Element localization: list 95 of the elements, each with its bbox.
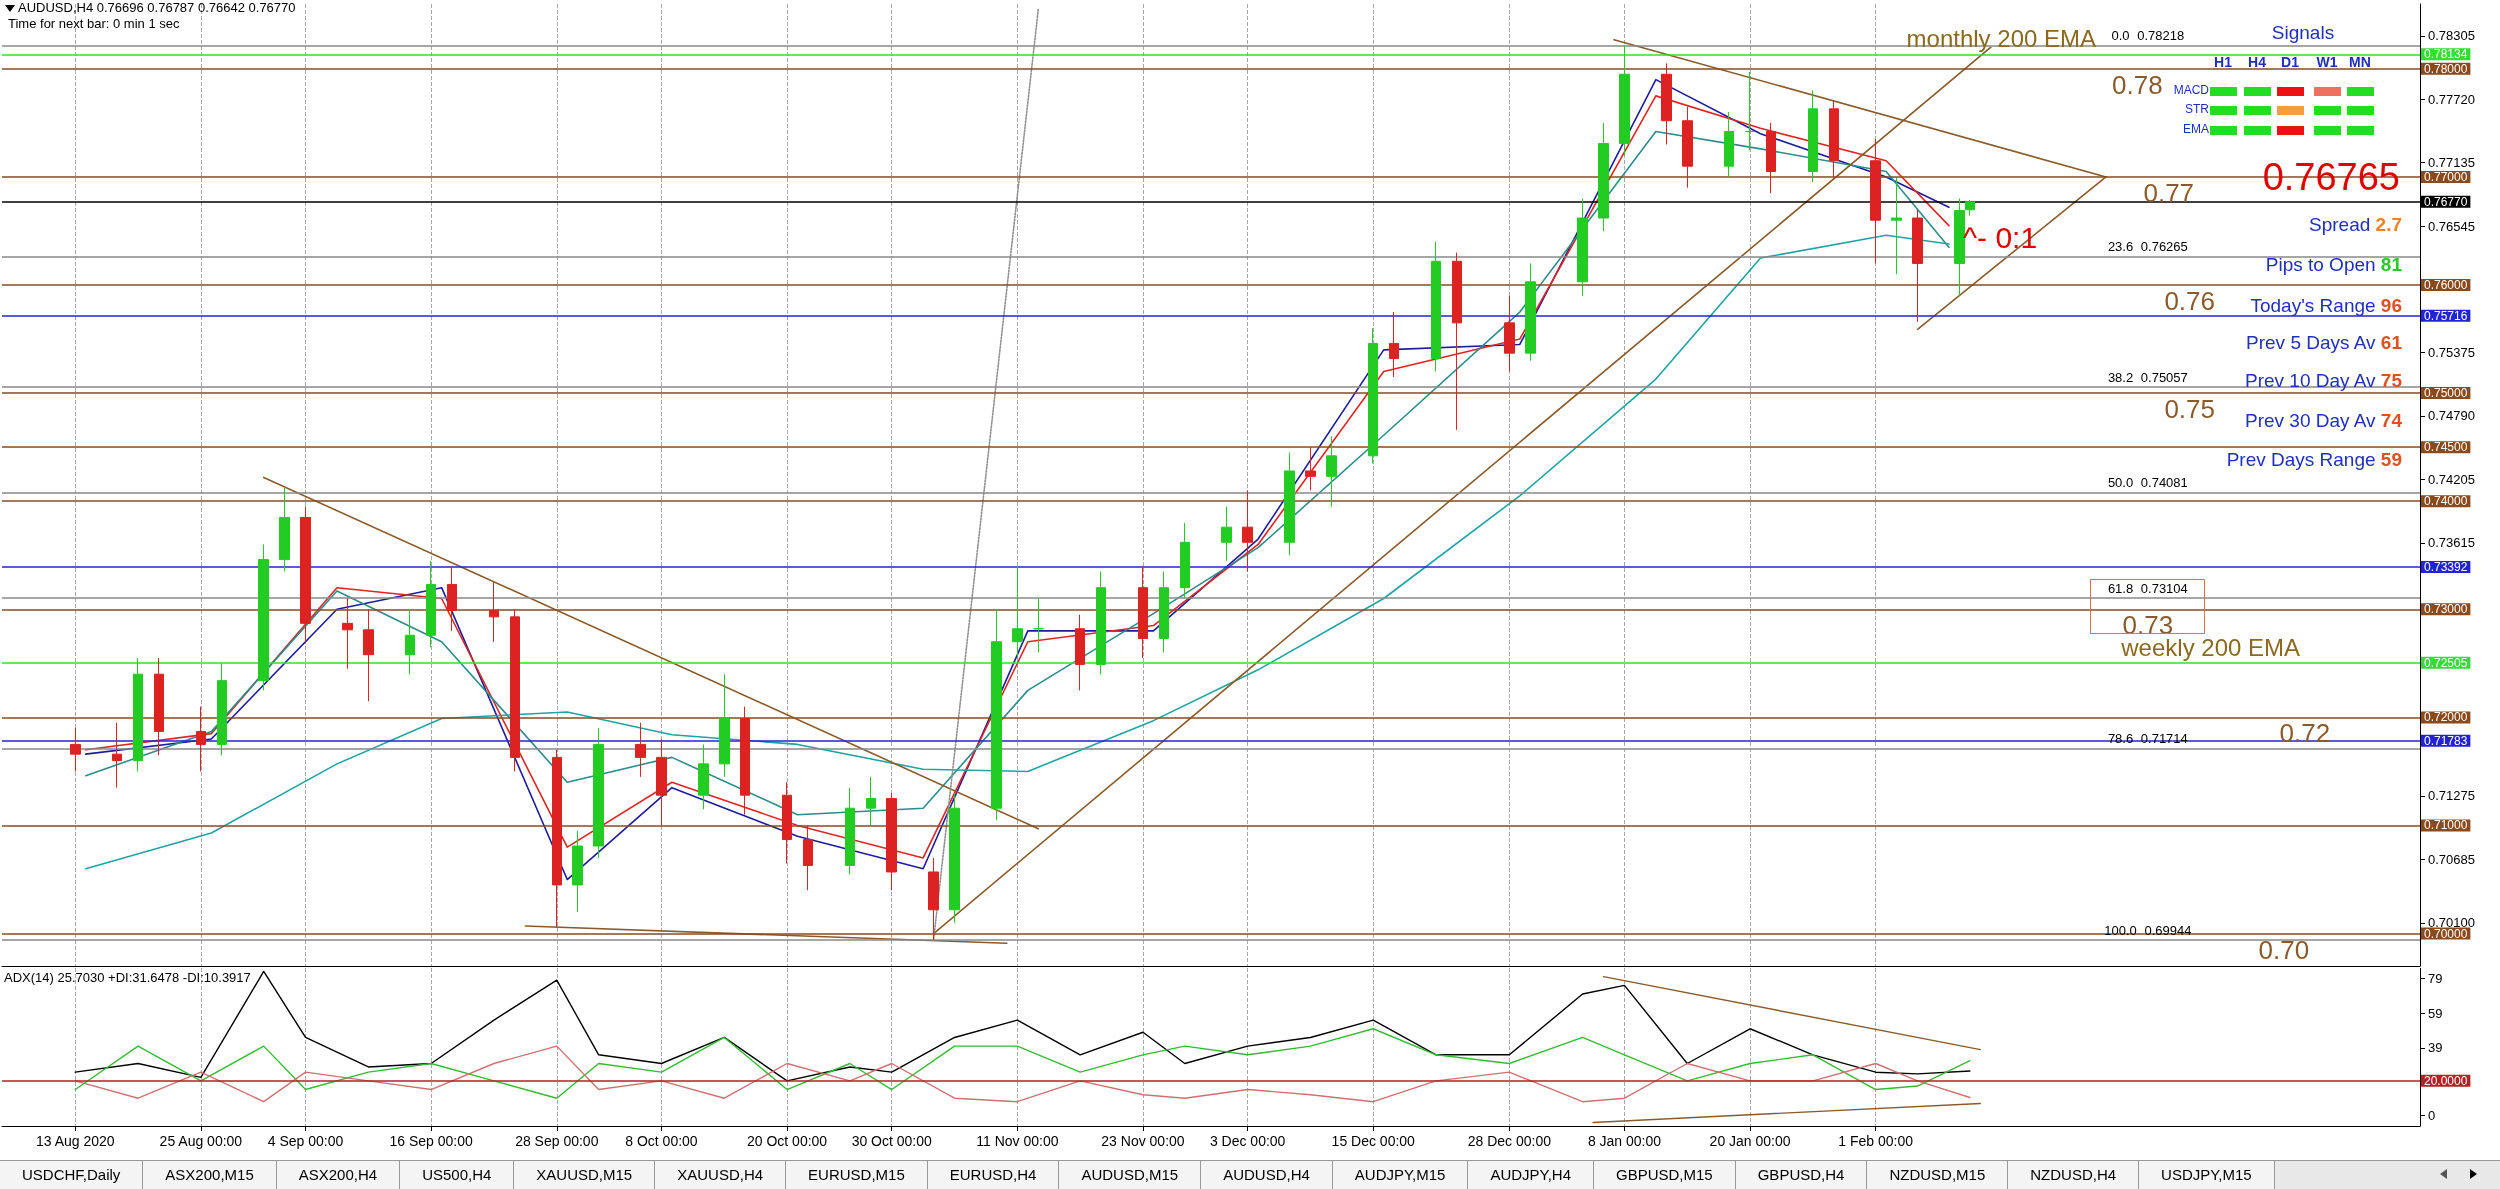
annotation: Time for next bar: 0 min 1 sec (8, 15, 180, 32)
x-tick-label: 16 Sep 00:00 (389, 1133, 474, 1149)
annotation: Prev 10 Day Av 75 (2244, 370, 2402, 392)
ref-line-label: 20.0000 (2424, 1073, 2468, 1088)
annotation: weekly 200 EMA (2121, 634, 2301, 662)
text: XAUUSD,H4 (655, 1161, 787, 1189)
text: US500,H4 (400, 1161, 515, 1189)
y-tick-label: 0.71275 (2428, 788, 2475, 804)
y-tick-label: 0.76545 (2428, 218, 2475, 234)
y-tick-label: 0.77135 (2428, 154, 2475, 170)
x-tick-label: 13 Aug 2020 (35, 1133, 115, 1149)
annotation: 61.8 0.73104 (2107, 581, 2188, 598)
y-tick-label: 0.78305 (2428, 28, 2475, 44)
annotation: D1 (2281, 53, 2299, 71)
x-tick-label: 11 Nov 00:00 (976, 1133, 1059, 1149)
ref-line-label: 0.72000 (2424, 710, 2468, 725)
x-tick-label: 25 Aug 00:00 (159, 1133, 243, 1149)
y-tick-label: 0.73615 (2428, 535, 2475, 551)
x-tick-label: 23 Nov 00:00 (1101, 1133, 1185, 1149)
x-tick-label: 30 Oct 00:00 (851, 1133, 933, 1149)
annotation: W1 (2316, 53, 2338, 71)
annotation: Prev 5 Days Av 61 (2246, 332, 2402, 354)
x-tick-label: 3 Dec 00:00 (1209, 1133, 1286, 1149)
annotation: 50.0 0.74081 (2107, 475, 2188, 492)
text: AUDUSD,H4 (1201, 1161, 1333, 1189)
annotation: 23.6 0.76265 (2107, 239, 2188, 256)
annotation: 0.75 (2164, 394, 2216, 425)
text: GBPUSD,M15 (1594, 1161, 1736, 1189)
text: AUDJPY,M15 (1332, 1161, 1469, 1189)
ref-line-label: 0.77000 (2424, 169, 2468, 184)
y-tick-label: 0.70685 (2428, 852, 2475, 868)
text: GBPUSD,H4 (1735, 1161, 1868, 1189)
x-tick-label: 8 Oct 00:00 (625, 1133, 698, 1149)
text: USDCHF,Daily (0, 1161, 144, 1189)
x-tick-label: 4 Sep 00:00 (267, 1133, 344, 1149)
annotation: 0.78 (2112, 69, 2163, 101)
text: XAUUSD,M15 (514, 1161, 656, 1189)
annotation: STR (2185, 102, 2209, 117)
ref-line-label: 0.75000 (2424, 386, 2468, 401)
x-tick-label: 20 Jan 00:00 (1709, 1133, 1791, 1149)
x-tick-label: 28 Sep 00:00 (515, 1133, 599, 1149)
annotation: 0.77 (2143, 177, 2195, 209)
annotation: Prev Days Range 59 (2226, 449, 2402, 471)
y-tick-label: 0.75375 (2428, 345, 2475, 361)
x-tick-label: 20 Oct 00:00 (746, 1133, 828, 1149)
ref-line-label: 0.74500 (2424, 440, 2468, 455)
ref-line-label: 0.72505 (2424, 655, 2468, 670)
text: ASX200,M15 (143, 1161, 277, 1189)
x-tick-label: 28 Dec 00:00 (1467, 1133, 1552, 1149)
ref-line-label: 0.78134 (2424, 47, 2468, 62)
y-tick-label: 59 (2428, 1005, 2443, 1021)
text: EURUSD,H4 (927, 1161, 1060, 1189)
annotation: 0.0 0.78218 (2111, 28, 2185, 45)
x-tick-label: 1 Feb 00:00 (1838, 1133, 1914, 1149)
annotation: Spread 2.7 (2309, 214, 2402, 236)
text: NZDUSD,M15 (1867, 1161, 2009, 1189)
annotation: Prev 30 Day Av 74 (2244, 410, 2402, 432)
annotation: MACD (2173, 83, 2209, 98)
annotation: monthly 200 EMA (1906, 25, 2097, 54)
ref-line-label: 0.75716 (2424, 308, 2468, 323)
annotation: MN (2349, 53, 2371, 71)
text: AUDJPY,H4 (1468, 1161, 1594, 1189)
ref-line-label: 0.71783 (2424, 733, 2468, 748)
annotation: 0.76 (2164, 286, 2216, 317)
y-tick-label: 0.74790 (2428, 408, 2475, 424)
annotation: H4 (2248, 53, 2266, 71)
text: EURUSD,M15 (786, 1161, 928, 1189)
chart-title: AUDUSD,H4 0.76696 0.76787 0.76642 0.76770 (18, 0, 296, 16)
ref-line-label: 0.70000 (2424, 926, 2468, 941)
annotation: 38.2 0.75057 (2107, 370, 2188, 386)
ref-line-label: 0.78000 (2424, 61, 2468, 76)
annotation: Today's Range 96 (2250, 295, 2402, 317)
ref-line-label: 0.76000 (2424, 278, 2468, 293)
ref-line-label: 0.76770 (2424, 194, 2468, 209)
ref-line-label: 0.73392 (2424, 559, 2468, 574)
annotation: 0.70 (2258, 934, 2310, 966)
annotation: Pips to Open 81 (2265, 254, 2402, 276)
y-tick-label: 0.74205 (2428, 471, 2475, 487)
y-tick-label: 0 (2428, 1108, 2436, 1124)
ref-line-label: 0.73000 (2424, 602, 2468, 617)
annotation: EMA (2182, 122, 2209, 137)
x-tick-label: 8 Jan 00:00 (1587, 1133, 1662, 1149)
annotation: Signals (2271, 22, 2335, 44)
ref-line-label: 0.71000 (2424, 818, 2468, 833)
text: AUDUSD,M15 (1059, 1161, 1202, 1189)
x-tick-label: 15 Dec 00:00 (1331, 1133, 1416, 1149)
y-tick-label: 79 (2428, 970, 2443, 986)
y-tick-label: 0.77720 (2428, 91, 2475, 107)
text: NZDUSD,H4 (2008, 1161, 2140, 1189)
y-tick-label: 39 (2428, 1040, 2443, 1056)
text: USDJPY,M15 (2139, 1161, 2275, 1189)
ref-line-label: 0.74000 (2424, 494, 2468, 509)
chart-title: ADX(14) 25.7030 +DI:31.6478 -DI:10.3917 (4, 970, 251, 986)
text: ASX200,H4 (276, 1161, 401, 1189)
annotation: H1 (2214, 53, 2232, 71)
